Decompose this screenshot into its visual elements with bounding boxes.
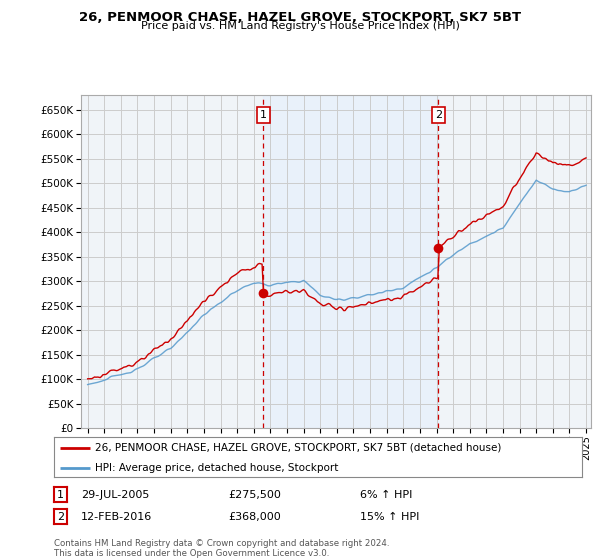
Text: 26, PENMOOR CHASE, HAZEL GROVE, STOCKPORT, SK7 5BT: 26, PENMOOR CHASE, HAZEL GROVE, STOCKPOR… [79, 11, 521, 24]
Text: £368,000: £368,000 [228, 512, 281, 522]
Text: 1: 1 [57, 490, 64, 500]
Text: 12-FEB-2016: 12-FEB-2016 [81, 512, 152, 522]
Text: 15% ↑ HPI: 15% ↑ HPI [360, 512, 419, 522]
Text: HPI: Average price, detached house, Stockport: HPI: Average price, detached house, Stoc… [95, 463, 338, 473]
Bar [263, 95, 439, 428]
Text: 2: 2 [57, 512, 64, 521]
Text: Contains HM Land Registry data © Crown copyright and database right 2024.
This d: Contains HM Land Registry data © Crown c… [54, 539, 389, 558]
Text: 1: 1 [260, 110, 267, 120]
Text: 2: 2 [435, 110, 442, 120]
Text: 26, PENMOOR CHASE, HAZEL GROVE, STOCKPORT, SK7 5BT (detached house): 26, PENMOOR CHASE, HAZEL GROVE, STOCKPOR… [95, 443, 502, 452]
Text: 29-JUL-2005: 29-JUL-2005 [81, 490, 149, 500]
Text: £275,500: £275,500 [228, 490, 281, 500]
Text: Price paid vs. HM Land Registry's House Price Index (HPI): Price paid vs. HM Land Registry's House … [140, 21, 460, 31]
Text: 6% ↑ HPI: 6% ↑ HPI [360, 490, 412, 500]
